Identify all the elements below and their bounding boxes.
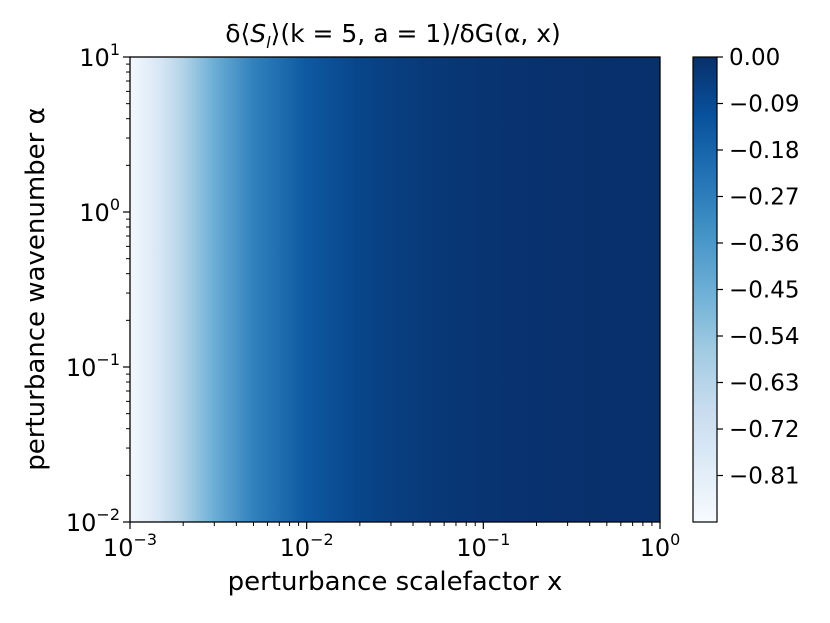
colorbar-tick-label: −0.36 bbox=[729, 231, 799, 257]
x-tick-label: 100 bbox=[640, 530, 681, 562]
heatmap-plot-area bbox=[130, 57, 660, 522]
colorbar bbox=[693, 57, 717, 522]
x-axis-label: perturbance scalefactor x bbox=[228, 567, 563, 597]
colorbar-tick-label: −0.63 bbox=[729, 371, 799, 397]
x-axis-ticks: 10−3 10−2 10−1 100 bbox=[103, 522, 680, 562]
x-tick-label: 10−2 bbox=[280, 530, 334, 562]
colorbar-tick-label: −0.54 bbox=[729, 324, 799, 350]
y-tick-label: 101 bbox=[79, 40, 120, 72]
x-tick-label: 10−3 bbox=[103, 530, 157, 562]
colorbar-tick-label: 0.00 bbox=[729, 45, 780, 71]
chart-title: δ⟨Sl⟩(k = 5, a = 1)/δG(α, x) bbox=[225, 19, 561, 52]
y-tick-label: 10−1 bbox=[66, 350, 120, 382]
colorbar-tick-label: −0.09 bbox=[729, 92, 799, 118]
y-tick-label: 100 bbox=[79, 195, 120, 227]
colorbar-tick-label: −0.27 bbox=[729, 185, 799, 211]
y-tick-label: 10−2 bbox=[66, 505, 120, 537]
colorbar-tick-label: −0.72 bbox=[729, 417, 799, 443]
x-tick-label: 10−1 bbox=[456, 530, 510, 562]
colorbar-tick-label: −0.18 bbox=[729, 138, 799, 164]
colorbar-tick-label: −0.45 bbox=[729, 278, 799, 304]
colorbar-ticks: 0.00 −0.09 −0.18 −0.27 −0.36 −0.45 −0.54 −0.63 −… bbox=[717, 45, 799, 490]
colorbar-tick-label: −0.81 bbox=[729, 464, 799, 490]
y-axis-ticks: 10−2 10−1 100 101 bbox=[66, 40, 130, 537]
y-axis-label: perturbance wavenumber α bbox=[21, 107, 51, 470]
plot-frame bbox=[129, 56, 661, 523]
